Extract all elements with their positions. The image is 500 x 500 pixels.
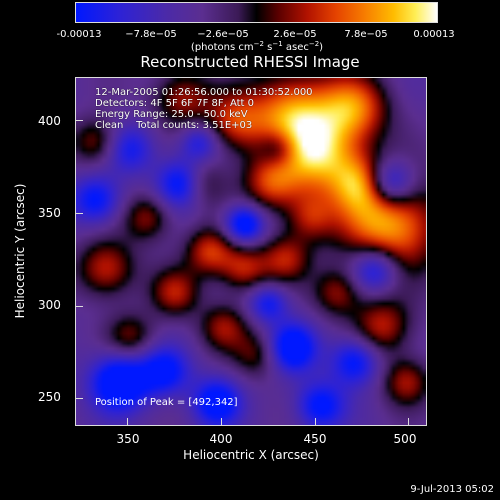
colorbar-tick: -0.00013 <box>56 29 102 40</box>
y-axis-label: Heliocentric Y (arcsec) <box>13 183 27 319</box>
footer-timestamp: 9-Jul-2013 05:02 <box>410 484 494 495</box>
y-tick-label: 400 <box>38 114 61 128</box>
y-tick-mark <box>75 213 83 214</box>
colorbar-tick: 2.6e−05 <box>273 29 317 40</box>
y-tick-label: 250 <box>38 390 61 404</box>
plot-title: Reconstructed RHESSI Image <box>140 53 360 71</box>
y-tick-label: 350 <box>38 206 61 220</box>
rhessi-heatmap <box>76 78 426 425</box>
x-tick-mark <box>408 418 409 426</box>
x-axis-label: Heliocentric X (arcsec) <box>183 448 319 462</box>
x-tick-label: 350 <box>116 432 140 446</box>
colorbar-tick: −7.8e−05 <box>125 29 177 40</box>
x-tick-label: 450 <box>303 432 327 446</box>
clean-counts-text: Clean Total counts: 3.51E+03 <box>95 120 253 131</box>
colorbar-tick: 7.8e−05 <box>344 29 388 40</box>
energy-range-text: Energy Range: 25.0 - 50.0 keV <box>95 109 248 120</box>
y-tick-label: 300 <box>38 298 61 312</box>
x-tick-mark <box>127 418 128 426</box>
peak-position-text: Position of Peak = [492,342] <box>95 397 238 408</box>
y-tick-mark <box>75 306 83 307</box>
x-tick-mark <box>221 418 222 426</box>
x-tick-label: 400 <box>209 432 233 446</box>
colorbar-units: (photons cm−2 s−1 asec−2) <box>190 40 324 53</box>
detectors-text: Detectors: 4F 5F 6F 7F 8F, Att 0 <box>95 98 255 109</box>
x-tick-label: 500 <box>393 432 417 446</box>
colorbar-tick: 0.00013 <box>413 29 455 40</box>
colorbar <box>75 2 438 23</box>
image-frame <box>75 77 427 426</box>
x-tick-mark <box>315 418 316 426</box>
time-range-text: 12-Mar-2005 01:26:56.000 to 01:30:52.000 <box>95 87 313 98</box>
y-tick-mark <box>75 398 83 399</box>
y-tick-mark <box>75 120 83 121</box>
colorbar-tick: −2.6e−05 <box>197 29 249 40</box>
